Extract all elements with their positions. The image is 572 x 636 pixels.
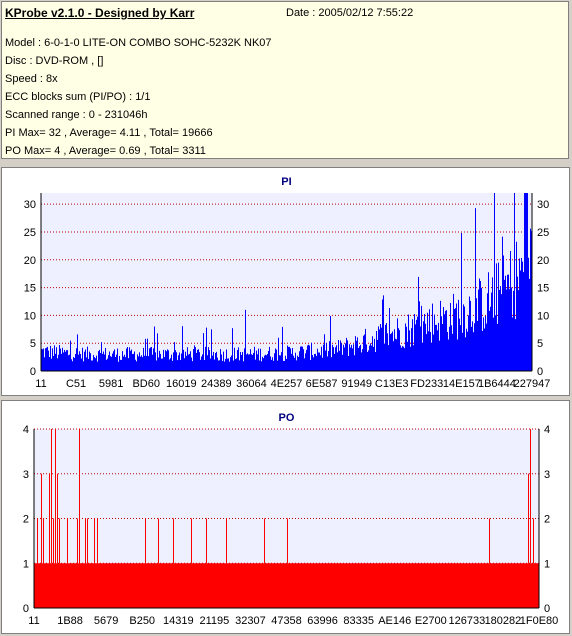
y-tick-label-right: 30 xyxy=(537,199,549,211)
x-tick-label: 83335 xyxy=(343,615,374,627)
pi-stats-line: PI Max= 32 , Average= 4.11 , Total= 1966… xyxy=(5,127,213,139)
y-tick-label-right: 5 xyxy=(537,338,543,350)
info-panel: KProbe v2.1.0 - Designed by Karr Date : … xyxy=(1,1,569,159)
y-tick-label-right: 4 xyxy=(544,424,550,436)
y-tick-label-right: 0 xyxy=(544,603,550,615)
x-tick-label: 91949 xyxy=(341,378,372,390)
po-chart-panel: PO 0 0 1 1 2 2 3 3 4 4 11 1B88 5679 B250 14319 21195 3230… xyxy=(1,400,570,634)
speed-line: Speed : 8x xyxy=(5,73,58,85)
chart-title: PI xyxy=(281,176,291,188)
x-tick-label: 24389 xyxy=(201,378,232,390)
y-tick-label-left: 1 xyxy=(23,558,29,570)
y-tick-label-right: 25 xyxy=(537,227,549,239)
x-tick-label: 11 xyxy=(28,615,39,627)
y-tick-label-left: 15 xyxy=(24,283,36,295)
y-tick-label-left: 0 xyxy=(30,366,36,378)
x-tick-label: 1B88 xyxy=(57,615,83,627)
model-line: Model : 6-0-1-0 LITE-ON COMBO SOHC-5232K… xyxy=(5,37,272,49)
x-tick-label: 16019 xyxy=(166,378,197,390)
x-tick-label: FD233 xyxy=(410,378,443,390)
x-tick-label: 47358 xyxy=(271,615,302,627)
x-tick-label: 126733 xyxy=(448,615,485,627)
pi-chart: PI 0 0 5 5 10 10 15 15 20 20 25 25 30 30 11 C51 5981 BD60 1… xyxy=(24,176,551,390)
ecc-line: ECC blocks sum (PI/PO) : 1/1 xyxy=(5,91,151,103)
x-tick-label: B250 xyxy=(129,615,155,627)
x-tick-label: 5981 xyxy=(99,378,123,390)
disc-line: Disc : DVD-ROM , [] xyxy=(5,55,104,67)
y-tick-label-right: 10 xyxy=(537,310,549,322)
x-tick-label: 180282 xyxy=(485,615,522,627)
x-tick-label: 6E587 xyxy=(306,378,338,390)
x-tick-label: 11 xyxy=(35,378,46,390)
x-tick-label: 32307 xyxy=(235,615,266,627)
x-tick-label: 4E257 xyxy=(271,378,303,390)
x-tick-label: 36064 xyxy=(236,378,267,390)
x-tick-label: 5679 xyxy=(94,615,118,627)
y-tick-label-left: 3 xyxy=(23,469,29,481)
x-tick-label: BD60 xyxy=(132,378,160,390)
y-tick-label-left: 2 xyxy=(23,514,29,526)
y-tick-label-right: 15 xyxy=(537,283,549,295)
y-tick-label-right: 1 xyxy=(544,558,550,570)
x-tick-label: 14E157 xyxy=(443,378,481,390)
y-tick-label-left: 5 xyxy=(30,338,36,350)
y-tick-label-left: 20 xyxy=(24,255,36,267)
app-title: KProbe v2.1.0 - Designed by Karr xyxy=(5,6,195,20)
po-chart: PO0 01 12 23 34 411 1B88 5679 B250 14319 21195 3230… xyxy=(23,412,559,627)
y-tick-label-left: 25 xyxy=(24,227,36,239)
y-tick-label-right: 3 xyxy=(544,469,550,481)
x-tick-label: 14319 xyxy=(163,615,194,627)
x-tick-label: 1B6444 xyxy=(478,378,516,390)
y-tick-label-right: 0 xyxy=(537,366,543,378)
y-tick-label-right: 2 xyxy=(544,514,550,526)
x-tick-label: E2700 xyxy=(415,615,447,627)
x-tick-label: 21195 xyxy=(199,615,229,627)
x-tick-label: C13E3 xyxy=(375,378,409,390)
y-tick-label-right: 20 xyxy=(537,255,549,267)
y-tick-label-left: 0 xyxy=(23,603,29,615)
x-tick-label: 227947 xyxy=(514,378,551,390)
x-tick-label: 63996 xyxy=(307,615,338,627)
x-tick-label: C51 xyxy=(66,378,86,390)
po-baseline-fill xyxy=(34,563,539,608)
x-tick-label: AE146 xyxy=(378,615,411,627)
pi-chart-panel: PI 0 0 5 5 10 10 15 15 20 20 25 25 30 30 11 C51 5981 BD60 1… xyxy=(1,167,570,396)
scan-date: Date : 2005/02/12 7:55:22 xyxy=(286,7,414,19)
po-stats-line: PO Max= 4 , Average= 0.69 , Total= 3311 xyxy=(5,145,206,157)
y-tick-label-left: 4 xyxy=(23,424,29,436)
chart-title: PO xyxy=(279,412,295,424)
range-line: Scanned range : 0 - 231046h xyxy=(5,109,148,121)
x-tick-label: 1F0E80 xyxy=(520,615,559,627)
y-tick-label-left: 30 xyxy=(24,199,36,211)
y-tick-label-left: 10 xyxy=(24,310,36,322)
